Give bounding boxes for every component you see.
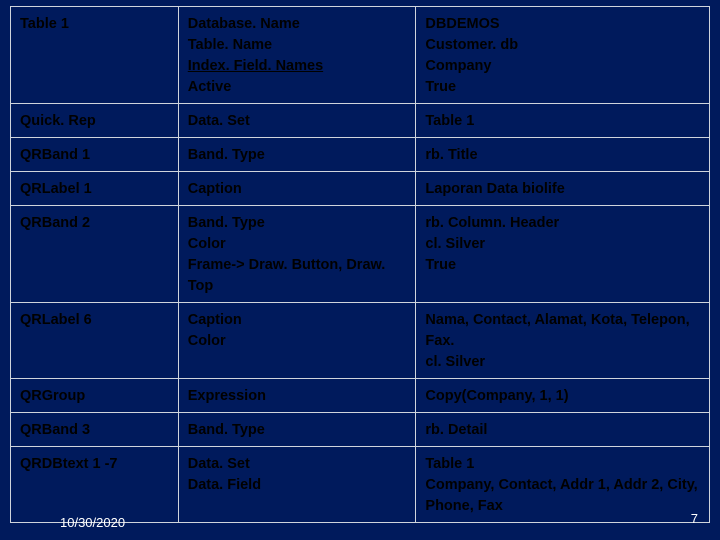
val-line: DBDEMOS — [425, 14, 700, 35]
cell-component: QRDBtext 1 -7 — [11, 447, 179, 523]
table-row: QRDBtext 1 -7 Data. Set Data. Field Tabl… — [11, 447, 710, 523]
cell-value: Table 1 — [416, 104, 710, 138]
val-line: rb. Column. Header — [425, 213, 700, 234]
val-line: True — [425, 77, 700, 98]
cell-component: Quick. Rep — [11, 104, 179, 138]
cell-value: Laporan Data biolife — [416, 172, 710, 206]
cell-component: QRBand 1 — [11, 138, 179, 172]
prop-line: Data. Field — [188, 475, 407, 496]
cell-value: rb. Title — [416, 138, 710, 172]
cell-value: Table 1 Company, Contact, Addr 1, Addr 2… — [416, 447, 710, 523]
cell-component: QRLabel 1 — [11, 172, 179, 206]
cell-component: QRGroup — [11, 379, 179, 413]
val-line: Table 1 — [425, 454, 700, 475]
cell-property: Band. Type — [178, 413, 416, 447]
prop-line: Frame-> Draw. Button, Draw. Top — [188, 255, 407, 297]
val-line: True — [425, 255, 700, 276]
prop-line: Database. Name — [188, 14, 407, 35]
cell-component: Table 1 — [11, 7, 179, 104]
cell-property: Caption Color — [178, 303, 416, 379]
table-row: QRGroup Expression Copy(Company, 1, 1) — [11, 379, 710, 413]
table-row: QRLabel 1 Caption Laporan Data biolife — [11, 172, 710, 206]
table-row: Table 1 Database. Name Table. Name Index… — [11, 7, 710, 104]
cell-component: QRBand 2 — [11, 206, 179, 303]
cell-value: DBDEMOS Customer. db Company True — [416, 7, 710, 104]
prop-line: Active — [188, 77, 407, 98]
cell-component: QRBand 3 — [11, 413, 179, 447]
cell-component: QRLabel 6 — [11, 303, 179, 379]
cell-value: rb. Detail — [416, 413, 710, 447]
prop-line: Index. Field. Names — [188, 56, 407, 77]
table-row: QRLabel 6 Caption Color Nama, Contact, A… — [11, 303, 710, 379]
table-row: QRBand 3 Band. Type rb. Detail — [11, 413, 710, 447]
cell-property: Caption — [178, 172, 416, 206]
prop-line: Table. Name — [188, 35, 407, 56]
val-line: Company — [425, 56, 700, 77]
cell-property: Data. Set Data. Field — [178, 447, 416, 523]
page-number: 7 — [691, 511, 698, 526]
table-row: QRBand 2 Band. Type Color Frame-> Draw. … — [11, 206, 710, 303]
cell-value: Copy(Company, 1, 1) — [416, 379, 710, 413]
prop-line: Caption — [188, 310, 407, 331]
table-row: QRBand 1 Band. Type rb. Title — [11, 138, 710, 172]
prop-line: Data. Set — [188, 454, 407, 475]
properties-table: Table 1 Database. Name Table. Name Index… — [10, 6, 710, 523]
val-line: cl. Silver — [425, 352, 700, 373]
cell-value: rb. Column. Header cl. Silver True — [416, 206, 710, 303]
prop-line: Color — [188, 234, 407, 255]
prop-line: Band. Type — [188, 213, 407, 234]
cell-property: Band. Type — [178, 138, 416, 172]
cell-property: Band. Type Color Frame-> Draw. Button, D… — [178, 206, 416, 303]
cell-property: Data. Set — [178, 104, 416, 138]
val-line: Nama, Contact, Alamat, Kota, Telepon, Fa… — [425, 310, 700, 352]
cell-property: Expression — [178, 379, 416, 413]
cell-property: Database. Name Table. Name Index. Field.… — [178, 7, 416, 104]
footer-date: 10/30/2020 — [60, 515, 125, 530]
val-line: Customer. db — [425, 35, 700, 56]
val-line: cl. Silver — [425, 234, 700, 255]
prop-line: Color — [188, 331, 407, 352]
cell-value: Nama, Contact, Alamat, Kota, Telepon, Fa… — [416, 303, 710, 379]
val-line: Company, Contact, Addr 1, Addr 2, City, … — [425, 475, 700, 517]
table-row: Quick. Rep Data. Set Table 1 — [11, 104, 710, 138]
